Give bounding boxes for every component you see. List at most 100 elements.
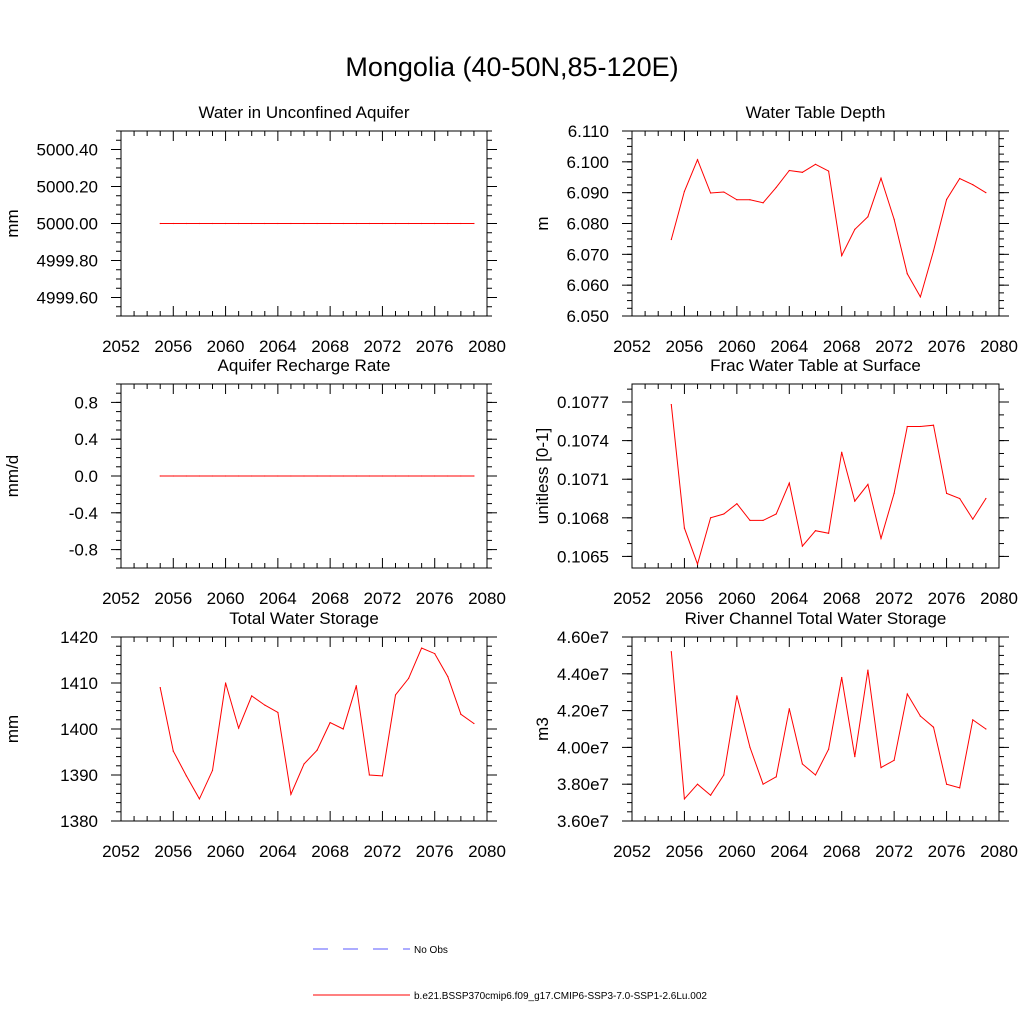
data-point <box>841 676 843 679</box>
y-tick-label: -0.4 <box>69 504 98 523</box>
data-point <box>355 222 357 225</box>
data-point <box>696 563 699 565</box>
data-point <box>828 532 830 534</box>
series-line <box>670 651 987 801</box>
plot-frame <box>631 130 1000 317</box>
y-tick-label: -0.8 <box>69 541 98 560</box>
data-point <box>277 711 279 714</box>
x-tick-label: 2068 <box>823 589 861 608</box>
data-point <box>932 726 935 728</box>
x-tick-label: 2076 <box>416 589 454 608</box>
data-point <box>303 475 305 477</box>
data-point <box>880 177 882 179</box>
x-tick-label: 2068 <box>311 589 349 608</box>
y-tick-label: 1400 <box>60 720 98 739</box>
data-point <box>172 750 174 752</box>
plot-frame <box>631 636 1000 822</box>
data-point <box>394 222 397 225</box>
x-tick-label: 2068 <box>311 842 349 861</box>
data-point <box>814 163 817 165</box>
y-axis-label: mm <box>3 209 22 237</box>
data-point <box>932 424 935 426</box>
data-point <box>238 475 240 477</box>
y-tick-label: 5000.00 <box>37 215 98 234</box>
x-tick-label: 2072 <box>364 337 402 356</box>
y-tick-label: 4999.80 <box>37 252 98 271</box>
data-point <box>421 647 423 649</box>
data-point <box>683 798 686 800</box>
data-point <box>841 254 843 257</box>
x-tick-label: 2052 <box>613 337 651 356</box>
data-point <box>355 685 357 687</box>
data-point <box>985 728 987 730</box>
data-point <box>919 715 921 717</box>
x-tick-label: 2060 <box>207 842 245 861</box>
y-tick-label: 5000.40 <box>37 141 98 160</box>
data-point <box>906 693 908 695</box>
panel-title: Water in Unconfined Aquifer <box>198 103 409 122</box>
x-tick-label: 2072 <box>875 337 913 356</box>
panel-5: Total Water Storage mm 2052 2056 2060 2064 206… <box>3 609 506 861</box>
data-point <box>919 296 921 298</box>
data-point <box>407 677 410 680</box>
y-tick-label: 0.1071 <box>557 470 609 489</box>
data-point <box>290 222 292 225</box>
data-point <box>447 222 449 225</box>
data-point <box>762 783 764 785</box>
data-point <box>394 475 397 477</box>
x-tick-label: 2052 <box>613 842 651 861</box>
panel-title: Frac Water Table at Surface <box>710 356 921 375</box>
data-point <box>893 759 895 761</box>
data-point <box>670 238 672 241</box>
x-tick-label: 2080 <box>468 842 506 861</box>
data-point <box>473 222 475 225</box>
data-point <box>172 222 174 225</box>
panel-title: Total Water Storage <box>229 609 379 628</box>
x-tick-label: 2056 <box>154 337 192 356</box>
x-tick-label: 2080 <box>980 337 1018 356</box>
data-point <box>959 177 961 180</box>
x-tick-label: 2076 <box>416 337 454 356</box>
plot-frame <box>120 636 488 822</box>
y-tick-label: 3.80e7 <box>557 775 609 794</box>
y-axis-label: mm/d <box>3 455 22 498</box>
data-point <box>972 719 974 721</box>
data-point <box>434 475 436 477</box>
data-point <box>880 767 882 769</box>
y-tick-label: 4.40e7 <box>557 665 609 684</box>
x-tick-label: 2076 <box>928 337 966 356</box>
data-point <box>251 222 253 225</box>
y-tick-label: 0.1065 <box>557 547 609 566</box>
data-point <box>277 222 279 225</box>
y-tick-label: 1380 <box>60 812 98 831</box>
data-point <box>342 728 344 730</box>
x-tick-label: 2072 <box>875 589 913 608</box>
data-point <box>238 727 240 729</box>
data-point <box>224 682 227 684</box>
y-tick-label: 6.050 <box>566 307 609 326</box>
data-point <box>775 513 777 515</box>
data-point <box>828 170 830 172</box>
data-point <box>736 695 738 697</box>
data-point <box>867 216 869 218</box>
data-point <box>959 497 961 500</box>
y-tick-label: 3.60e7 <box>557 812 609 831</box>
data-point <box>381 222 384 225</box>
y-tick-label: 6.060 <box>566 276 609 295</box>
panel-title: Water Table Depth <box>746 103 886 122</box>
panel-1: Water in Unconfined Aquifer mm 2052 2056 206… <box>3 103 506 356</box>
y-tick-label: 4.60e7 <box>557 628 609 647</box>
data-point <box>394 694 397 696</box>
data-point <box>959 787 961 789</box>
data-point <box>185 775 187 777</box>
legend-noobs-label: No Obs <box>414 945 448 956</box>
data-point <box>159 222 161 225</box>
x-tick-label: 2064 <box>770 589 808 608</box>
data-point <box>224 475 227 477</box>
data-point <box>749 746 751 749</box>
x-tick-label: 2076 <box>928 842 966 861</box>
data-point <box>841 451 843 453</box>
data-point <box>355 475 357 477</box>
data-point <box>723 774 725 776</box>
data-point <box>893 218 895 220</box>
